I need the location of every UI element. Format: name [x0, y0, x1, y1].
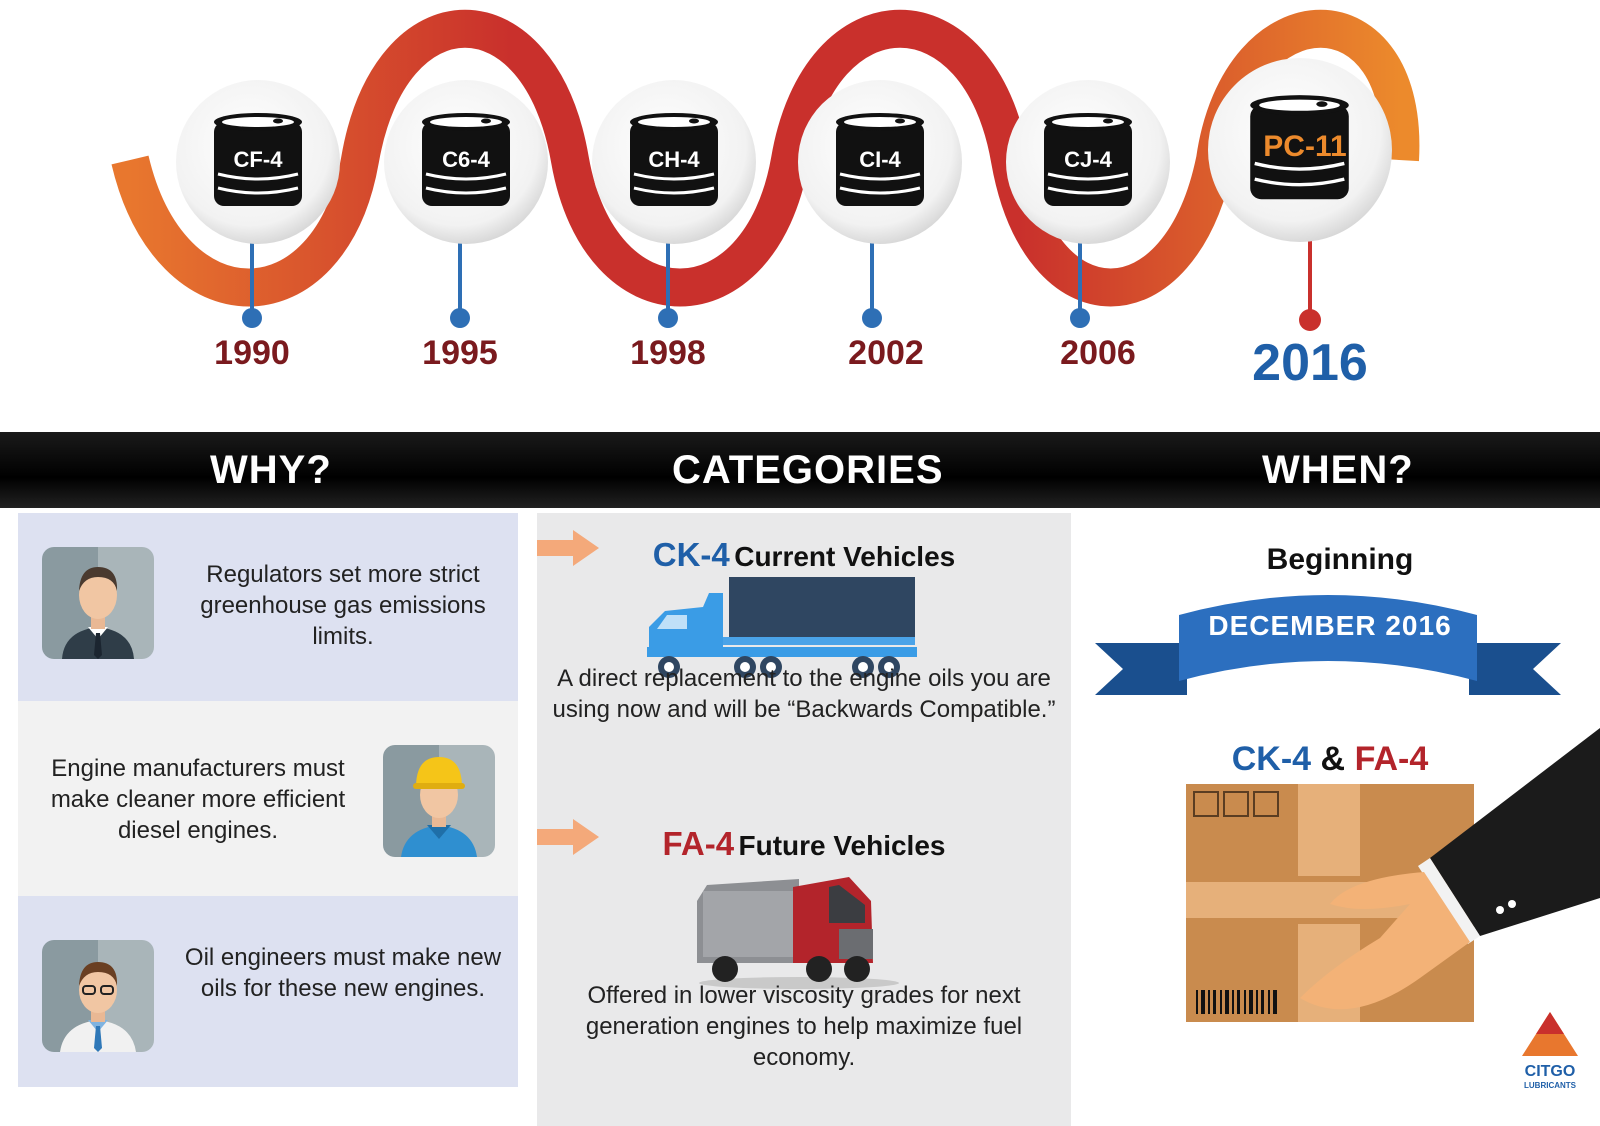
barrel-label-ci4: CI-4 [859, 147, 901, 172]
arrow-right-icon [537, 819, 599, 855]
why-row-manufacturers: Engine manufacturers must make cleaner m… [18, 701, 518, 896]
fa4-heading: FA-4 Future Vehicles [537, 825, 1071, 863]
why-text-engineers: Oil engineers must make new oils for the… [184, 944, 502, 1002]
ck4-title: Current Vehicles [734, 541, 956, 572]
why-row-regulators: Regulators set more strict greenhouse ga… [18, 513, 518, 701]
timeline-stems [242, 230, 1321, 331]
ck4-heading: CK-4 Current Vehicles [537, 536, 1071, 574]
engineer-labcoat-icon [42, 940, 154, 1052]
worker-hardhat-icon [383, 745, 495, 857]
barrel-label-cj4: CJ-4 [1064, 147, 1112, 172]
oil-barrel-icon [630, 113, 718, 206]
when-products: CK-4 & FA-4 [1150, 740, 1510, 779]
oil-barrel-icon [1044, 113, 1132, 206]
brand-name: CITGO [1524, 1063, 1576, 1080]
semi-truck-icon [647, 577, 917, 678]
brand-sub: LUBRICANTS [1524, 1081, 1576, 1090]
ck4-description: A direct replacement to the engine oils … [552, 665, 1056, 723]
why-text-manufacturers: Engine manufacturers must make cleaner m… [50, 755, 346, 844]
oil-barrel-icon [214, 113, 302, 206]
barrel-label-ch4: CH-4 [648, 147, 700, 172]
section-header-bar: WHY? CATEGORIES WHEN? [0, 432, 1600, 508]
barrel-label-c64: C6-4 [442, 147, 490, 172]
citgo-triangle-logo [1522, 1012, 1578, 1056]
businessman-icon [42, 547, 154, 659]
year-1990: 1990 [214, 334, 290, 372]
when-ck4: CK-4 [1231, 740, 1312, 778]
oil-barrel-icon [1250, 95, 1350, 200]
year-1995: 1995 [422, 334, 498, 372]
when-amp: & [1320, 740, 1346, 778]
fa4-code: FA-4 [662, 825, 735, 862]
date-ribbon [1095, 595, 1561, 695]
year-1998: 1998 [630, 334, 706, 372]
header-when: WHEN? [1262, 448, 1414, 492]
when-beginning: Beginning [1266, 543, 1414, 576]
fa4-description: Offered in lower viscosity grades for ne… [585, 982, 1023, 1071]
red-truck-icon [697, 877, 899, 989]
header-categories: CATEGORIES [672, 448, 944, 492]
ck4-code: CK-4 [652, 536, 730, 573]
when-date: DECEMBER 2016 [1208, 610, 1452, 641]
year-2006: 2006 [1060, 334, 1136, 372]
box-delivery-icon [1186, 728, 1600, 1022]
barrel-label-pc11: PC-11 [1263, 130, 1347, 163]
why-text-regulators: Regulators set more strict greenhouse ga… [200, 561, 486, 650]
categories-panel: CK-4 Current Vehicles A direct replaceme… [537, 513, 1071, 1126]
fa4-title: Future Vehicles [738, 830, 946, 861]
header-why: WHY? [210, 448, 332, 492]
oil-barrel-icon [836, 113, 924, 206]
why-row-engineers: Oil engineers must make new oils for the… [18, 896, 518, 1087]
oil-barrel-icon [422, 113, 510, 206]
year-2016: 2016 [1252, 334, 1368, 392]
year-2002: 2002 [848, 334, 924, 372]
arrow-right-icon [537, 530, 599, 566]
when-fa4: FA-4 [1354, 740, 1429, 778]
barrel-label-cf4: CF-4 [233, 147, 283, 172]
